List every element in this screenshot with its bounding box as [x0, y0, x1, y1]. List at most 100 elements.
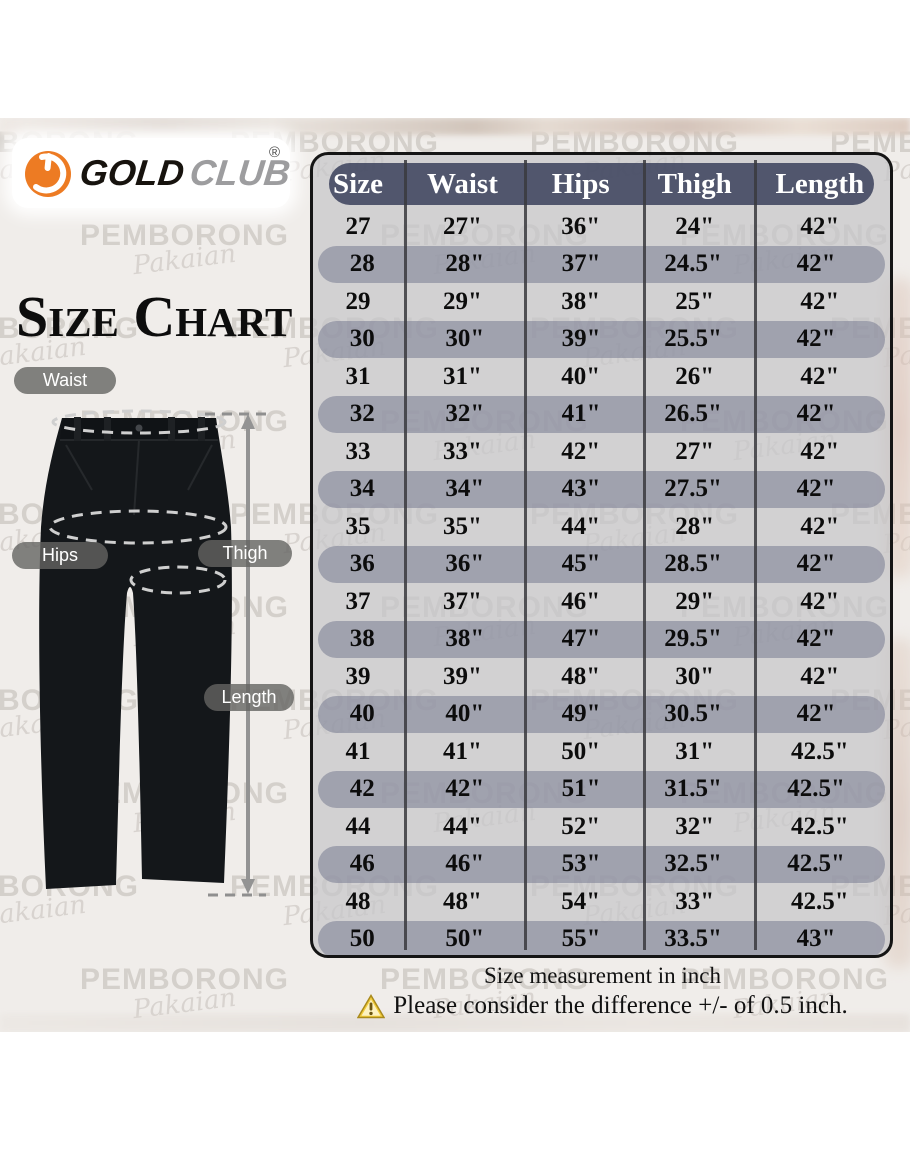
table-cell: 37 [345, 587, 371, 615]
table-row: 31 31" 40" 26" 42" [313, 358, 890, 396]
table-cell: 24" [675, 212, 715, 240]
table-row: 28 28" 37" 24.5" 42" [318, 245, 885, 283]
table-cell: 32.5" [664, 850, 722, 878]
table-cell: 34" [445, 475, 485, 503]
table-cell: 27" [675, 437, 715, 465]
table-cell: 40" [561, 362, 601, 390]
table-row: 34 34" 43" 27.5" 42" [318, 470, 885, 508]
table-cell: 49" [561, 700, 601, 728]
table-row: 41 41" 50" 31" 42.5" [313, 733, 890, 771]
tolerance-note: Please consider the difference +/- of 0.… [300, 992, 905, 1020]
table-cell: 31 [345, 362, 371, 390]
table-cell: 29 [345, 287, 371, 315]
measurement-unit-note: Size measurement in inch [484, 963, 721, 988]
table-cell: 26.5" [664, 400, 722, 428]
table-cell: 39" [561, 325, 601, 353]
table-cell: 42" [800, 512, 840, 540]
table-cell: 30" [445, 325, 485, 353]
table-row: 30 30" 39" 25.5" 42" [318, 320, 885, 358]
waist-label: Waist [14, 367, 116, 394]
table-cell: 42" [561, 437, 601, 465]
brand-logo: GOLDCLUB ® [12, 138, 292, 208]
column-header-waist: Waist [426, 167, 498, 200]
tolerance-note-text: Please consider the difference +/- of 0.… [393, 992, 848, 1019]
table-cell: 33" [442, 437, 482, 465]
footer-note: Size measurement in inch Please consider… [300, 963, 905, 1020]
table-cell: 29" [442, 287, 482, 315]
table-cell: 46" [445, 850, 485, 878]
table-cell: 28 [349, 250, 375, 278]
table-cell: 28" [675, 512, 715, 540]
table-cell: 26" [675, 362, 715, 390]
table-row: 37 37" 46" 29" 42" [313, 583, 890, 621]
table-cell: 41" [442, 737, 482, 765]
table-cell: 48" [442, 887, 482, 915]
table-row: 36 36" 45" 28.5" 42" [318, 545, 885, 583]
table-cell: 42" [796, 700, 836, 728]
table-cell: 35" [442, 512, 482, 540]
table-cell: 42.5" [791, 737, 849, 765]
table-cell: 36 [349, 550, 375, 578]
table-cell: 34 [349, 475, 375, 503]
column-divider [524, 160, 527, 950]
table-cell: 37" [561, 250, 601, 278]
table-cell: 42" [800, 212, 840, 240]
table-cell: 42" [800, 662, 840, 690]
table-cell: 41 [345, 737, 371, 765]
gold-club-swoosh-icon [25, 151, 71, 197]
registered-trademark-icon: ® [268, 144, 280, 161]
table-cell: 28" [445, 250, 485, 278]
table-row: 40 40" 49" 30.5" 42" [318, 695, 885, 733]
table-cell: 42" [796, 550, 836, 578]
table-row: 44 44" 52" 32" 42.5" [313, 808, 890, 846]
table-cell: 42.5" [787, 775, 845, 803]
table-cell: 44 [345, 812, 371, 840]
bottom-blur-band [0, 1014, 910, 1032]
table-cell: 44" [561, 512, 601, 540]
table-row: 32 32" 41" 26.5" 42" [318, 395, 885, 433]
table-cell: 48 [345, 887, 371, 915]
table-cell: 40" [445, 700, 485, 728]
table-cell: 52" [561, 812, 601, 840]
size-table: Size Waist Hips Thigh Length 27 27" 36" 24"… [310, 152, 893, 958]
column-header-length: Length [775, 167, 865, 200]
table-cell: 36" [561, 212, 601, 240]
table-cell: 55" [561, 925, 601, 953]
table-cell: 30" [675, 662, 715, 690]
table-cell: 31" [675, 737, 715, 765]
watermark-text: PEMBORONG [80, 219, 290, 252]
table-cell: 41" [561, 400, 601, 428]
table-cell: 29" [675, 587, 715, 615]
table-row: 35 35" 44" 28" 42" [313, 508, 890, 546]
table-cell: 35 [345, 512, 371, 540]
table-cell: 39 [345, 662, 371, 690]
table-cell: 33 [345, 437, 371, 465]
table-cell: 47" [561, 625, 601, 653]
table-cell: 50" [561, 737, 601, 765]
pants-diagram [0, 395, 300, 945]
table-cell: 30.5" [664, 700, 722, 728]
table-row: 38 38" 47" 29.5" 42" [318, 620, 885, 658]
table-cell: 27 [345, 212, 371, 240]
table-cell: 42" [796, 475, 836, 503]
column-divider [643, 160, 646, 950]
table-cell: 42" [796, 625, 836, 653]
table-row: 46 46" 53" 32.5" 42.5" [318, 845, 885, 883]
table-cell: 45" [561, 550, 601, 578]
table-cell: 50 [349, 925, 375, 953]
length-label: Length [204, 684, 294, 711]
table-cell: 25.5" [664, 325, 722, 353]
watermark-subtext: Pakaian [131, 238, 238, 282]
table-cell: 39" [442, 662, 482, 690]
table-cell: 38" [561, 287, 601, 315]
table-cell: 38" [445, 625, 485, 653]
table-cell: 32" [445, 400, 485, 428]
top-blur-band [0, 118, 910, 135]
column-divider [754, 160, 757, 950]
table-row: 33 33" 42" 27" 42" [313, 433, 890, 471]
table-row: 39 39" 48" 30" 42" [313, 658, 890, 696]
table-cell: 42" [796, 250, 836, 278]
table-cell: 36" [445, 550, 485, 578]
brand-name: GOLDCLUB [78, 152, 292, 194]
